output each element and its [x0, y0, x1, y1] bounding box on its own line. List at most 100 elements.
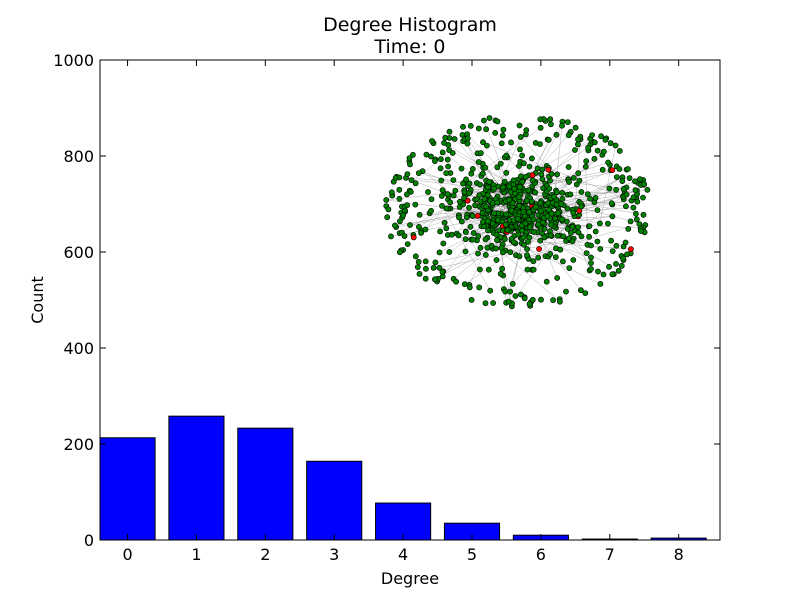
- network-node: [447, 148, 452, 153]
- network-node: [590, 133, 595, 138]
- network-node: [431, 265, 436, 270]
- network-node: [638, 228, 643, 233]
- network-node: [548, 122, 553, 127]
- network-node: [487, 179, 492, 184]
- network-node: [524, 128, 529, 133]
- network-node: [453, 188, 458, 193]
- network-node: [546, 200, 551, 205]
- network-node: [480, 210, 485, 215]
- network-node: [587, 224, 592, 229]
- network-node: [537, 142, 542, 147]
- network-node: [478, 199, 483, 204]
- network-node: [520, 179, 525, 184]
- network-node: [483, 301, 488, 306]
- network-node: [401, 213, 406, 218]
- network-node: [438, 229, 443, 234]
- network-node: [476, 234, 481, 239]
- bar-degree-0: [100, 438, 155, 540]
- network-node: [439, 203, 444, 208]
- network-node: [513, 293, 518, 298]
- network-node: [606, 264, 611, 269]
- network-node: [527, 210, 532, 215]
- network-node: [619, 263, 624, 268]
- network-node: [483, 165, 488, 170]
- network-node: [539, 172, 544, 177]
- network-node-highlighted: [546, 167, 551, 172]
- network-node: [557, 299, 562, 304]
- network-node: [504, 212, 509, 217]
- network-node-highlighted: [411, 235, 416, 240]
- network-node: [471, 230, 476, 235]
- network-node: [477, 267, 482, 272]
- network-node: [576, 225, 581, 230]
- network-node: [437, 250, 442, 255]
- network-node: [460, 181, 465, 186]
- network-node: [438, 157, 443, 162]
- network-node: [484, 204, 489, 209]
- network-node: [463, 229, 468, 234]
- network-node: [529, 199, 534, 204]
- network-node: [498, 271, 503, 276]
- chart-title: Degree Histogram: [323, 14, 497, 36]
- network-node: [599, 134, 604, 139]
- network-node: [446, 164, 451, 169]
- network-node: [595, 148, 600, 153]
- network-node: [640, 195, 645, 200]
- network-node: [614, 243, 619, 248]
- network-node: [486, 267, 491, 272]
- x-tick-label: 7: [605, 545, 615, 564]
- network-node: [627, 176, 632, 181]
- network-node: [498, 161, 503, 166]
- network-node-highlighted: [475, 213, 480, 218]
- network-node: [416, 259, 421, 264]
- network-node: [560, 259, 565, 264]
- network-node: [558, 247, 563, 252]
- network-node: [524, 253, 529, 258]
- network-node: [551, 298, 556, 303]
- network-node: [547, 186, 552, 191]
- network-node: [499, 141, 504, 146]
- network-node: [494, 238, 499, 243]
- network-node: [563, 289, 568, 294]
- network-node: [609, 238, 614, 243]
- network-node: [637, 222, 642, 227]
- network-node: [520, 153, 525, 158]
- network-node: [605, 221, 610, 226]
- network-node: [500, 266, 505, 271]
- network-node: [447, 249, 452, 254]
- network-node: [595, 269, 600, 274]
- network-node: [575, 137, 580, 142]
- network-node: [483, 252, 488, 257]
- network-node: [439, 178, 444, 183]
- network-node: [511, 178, 516, 183]
- network-node: [477, 285, 482, 290]
- network-node: [457, 199, 462, 204]
- network-node: [535, 166, 540, 171]
- network-node: [525, 247, 530, 252]
- network-node: [632, 179, 637, 184]
- y-tick-label: 600: [63, 243, 94, 262]
- network-node: [568, 230, 573, 235]
- network-node: [521, 209, 526, 214]
- network-node: [637, 177, 642, 182]
- network-node: [463, 249, 468, 254]
- network-node: [491, 300, 496, 305]
- network-node: [423, 227, 428, 232]
- network-node: [588, 243, 593, 248]
- network-node: [560, 190, 565, 195]
- network-node: [613, 143, 618, 148]
- network-node: [413, 202, 418, 207]
- x-tick-label: 6: [536, 545, 546, 564]
- network-node: [402, 234, 407, 239]
- network-node: [512, 186, 517, 191]
- network-node: [405, 172, 410, 177]
- network-node: [620, 256, 625, 261]
- network-node: [560, 196, 565, 201]
- network-node: [530, 297, 535, 302]
- network-node: [576, 171, 581, 176]
- network-node: [443, 135, 448, 140]
- network-node: [533, 204, 538, 209]
- network-node: [525, 239, 530, 244]
- network-node: [416, 224, 421, 229]
- network-node: [592, 156, 597, 161]
